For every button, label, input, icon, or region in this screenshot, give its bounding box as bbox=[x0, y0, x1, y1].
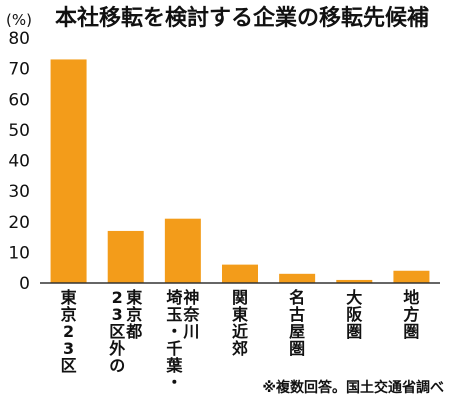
y-tick-label: 0 bbox=[19, 274, 30, 294]
bar bbox=[50, 59, 87, 283]
category-label: 地方圏 bbox=[403, 288, 419, 341]
category-label: 東京 2 3 区 bbox=[61, 288, 77, 375]
category-label-column: 神奈川 bbox=[182, 288, 200, 341]
category-label-column: 地方圏 bbox=[403, 288, 419, 341]
y-tick-label: 30 bbox=[8, 182, 30, 202]
bars-group bbox=[50, 59, 430, 283]
category-label-column: 大阪圏 bbox=[346, 288, 363, 341]
category-label: 大阪圏 bbox=[346, 288, 363, 341]
category-label-column: 東京 2 3 区 bbox=[61, 288, 77, 375]
y-tick-label: 70 bbox=[8, 60, 30, 80]
chart-title: 本社移転を検討する企業の移転先候補 bbox=[55, 5, 429, 31]
category-label: 関東近郊 bbox=[232, 288, 248, 358]
y-tick-label: 60 bbox=[8, 90, 30, 110]
source-note: ※複数回答。国土交通省調べ bbox=[262, 379, 444, 396]
bar bbox=[222, 264, 258, 283]
y-axis-ticks: 0 10 20 30 40 50 60 70 80 bbox=[8, 29, 30, 294]
y-tick-label: 20 bbox=[8, 213, 30, 233]
category-label: 名古屋圏 bbox=[289, 288, 305, 358]
category-label-column: 埼玉・千葉・ bbox=[165, 288, 183, 392]
category-label-column: 東京都 bbox=[125, 288, 142, 341]
category-label-column: 名古屋圏 bbox=[289, 288, 305, 358]
bar bbox=[279, 273, 316, 283]
y-tick-label: 50 bbox=[8, 121, 30, 141]
bar bbox=[336, 279, 373, 283]
bar bbox=[393, 270, 430, 283]
y-unit-label: (%) bbox=[6, 11, 32, 29]
y-tick-label: 40 bbox=[8, 152, 30, 172]
y-tick-label: 80 bbox=[8, 29, 30, 49]
bar bbox=[164, 218, 201, 283]
y-tick-label: 10 bbox=[8, 243, 30, 263]
category-label-column: 2 3 区外の bbox=[108, 288, 125, 375]
category-label-column: 関東近郊 bbox=[232, 288, 248, 358]
bar bbox=[107, 230, 144, 283]
